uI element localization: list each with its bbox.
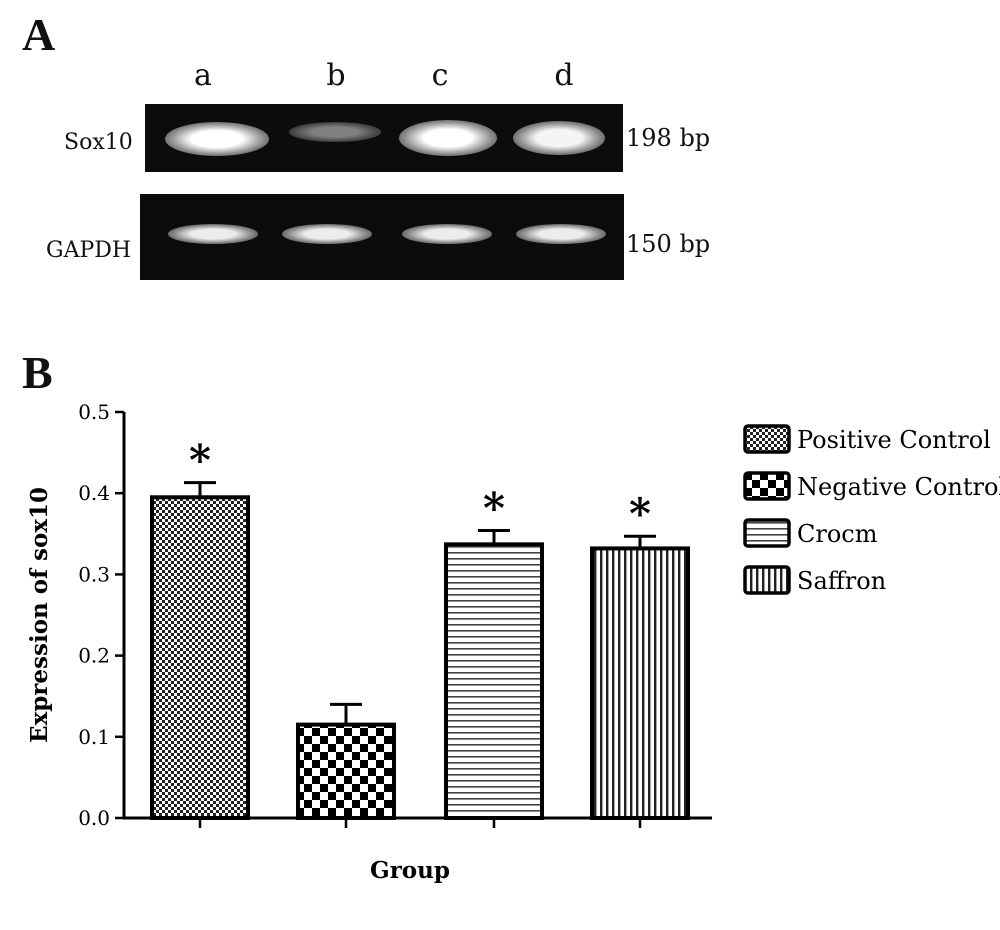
significance-marker: * [629, 489, 651, 538]
gel-band [168, 224, 258, 244]
lane-label-c: c [431, 58, 449, 93]
y-tick-label: 0.0 [78, 806, 110, 830]
significance-marker: * [483, 484, 505, 533]
legend-swatch [743, 565, 791, 595]
gel-size-label-gapdh: 150 bp [626, 230, 711, 258]
legend-swatch [743, 471, 791, 501]
legend-label: Positive Control [797, 426, 991, 454]
y-tick-label: 0.2 [78, 644, 110, 668]
legend-label: Saffron [797, 567, 886, 595]
gel-size-label-sox10: 198 bp [626, 124, 711, 152]
x-axis-label: Group [370, 857, 450, 884]
gel-band [282, 224, 372, 244]
gel-image-gapdh [140, 194, 624, 280]
gel-row-label-gapdh: GAPDH [46, 238, 132, 263]
panel-a-label: A [22, 9, 56, 60]
gel-row-label-sox10: Sox10 [64, 130, 133, 155]
y-tick-label: 0.1 [78, 725, 110, 749]
legend-swatch [743, 424, 791, 454]
bar [296, 722, 396, 820]
y-tick-label: 0.3 [78, 562, 110, 586]
gel-band [513, 121, 605, 155]
y-axis-label: Expression of sox10 [26, 487, 53, 743]
y-tick-label: 0.5 [78, 400, 110, 424]
gel-image-sox10 [145, 104, 623, 172]
bar [444, 542, 544, 821]
gel-band [402, 224, 492, 244]
bar [590, 546, 690, 821]
legend-label: Negative Control [797, 473, 1000, 501]
gel-band [399, 120, 497, 156]
gel-band [165, 122, 269, 156]
y-tick-label: 0.4 [78, 481, 110, 505]
bar [150, 495, 250, 820]
lane-label-d: d [554, 58, 574, 93]
gel-band [289, 122, 381, 142]
legend-label: Crocm [797, 520, 878, 548]
gel-band [516, 224, 606, 244]
lane-label-b: b [326, 58, 346, 93]
panel-b-label: B [22, 347, 53, 398]
significance-marker: * [189, 436, 211, 485]
lane-label-a: a [194, 58, 212, 93]
legend-swatch [743, 518, 791, 548]
